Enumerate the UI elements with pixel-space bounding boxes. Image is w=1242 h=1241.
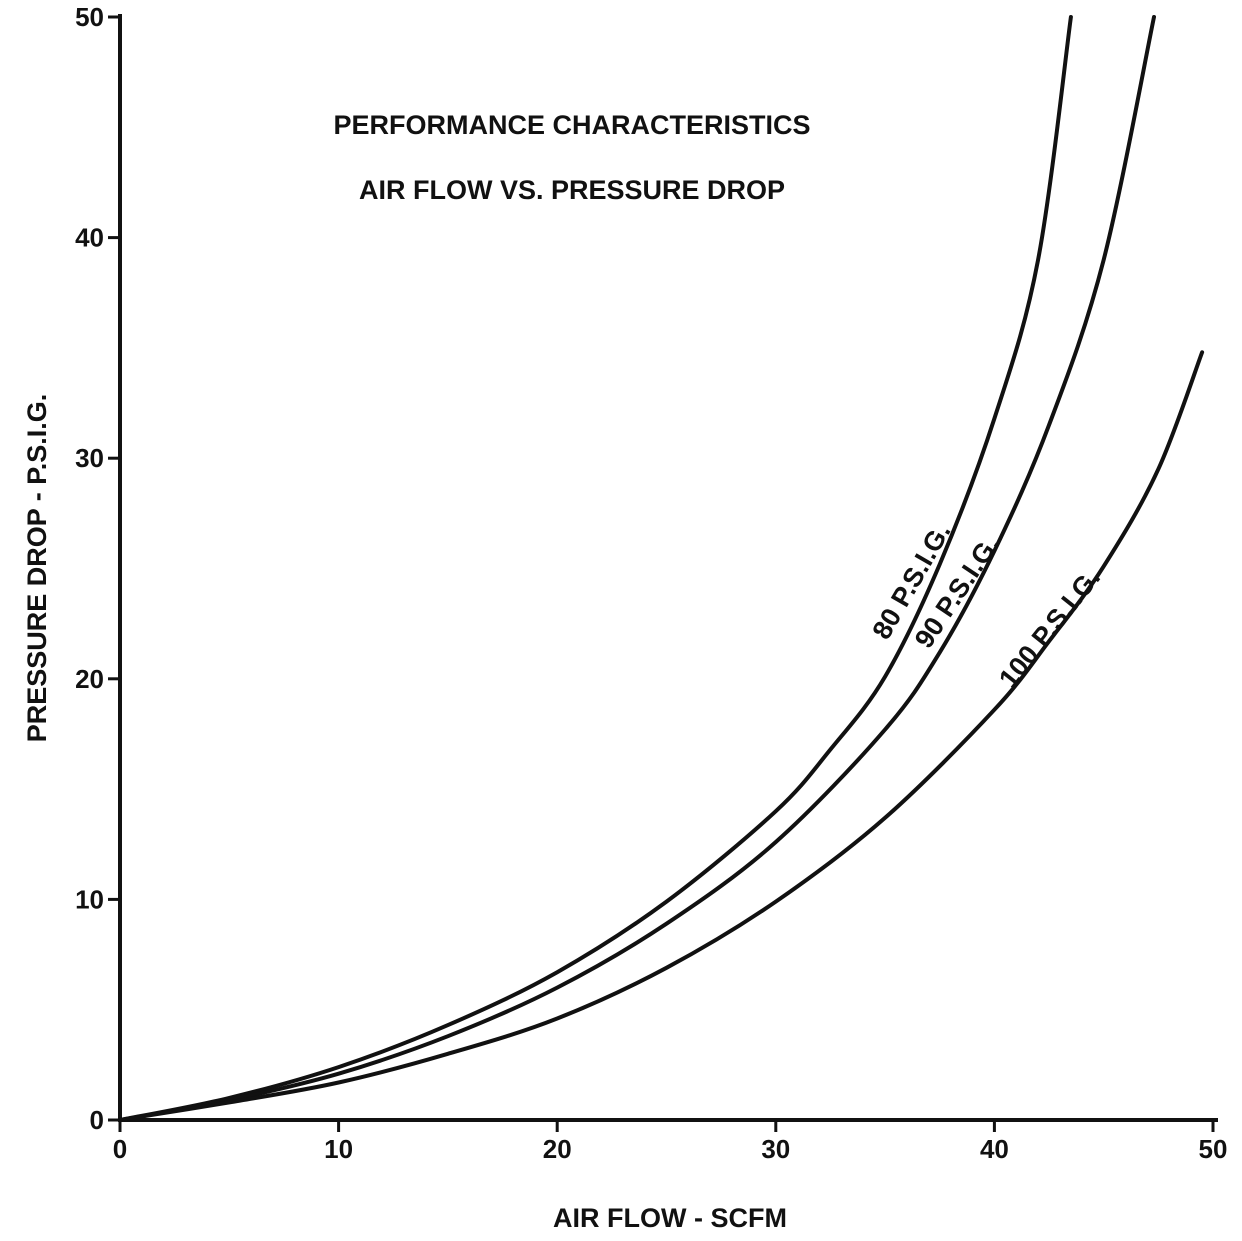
chart-subtitle: AIR FLOW VS. PRESSURE DROP: [359, 175, 785, 205]
y-tick-label: 30: [75, 443, 104, 473]
labels: PERFORMANCE CHARACTERISTICS AIR FLOW VS.…: [22, 110, 811, 1233]
x-tick-label: 40: [980, 1134, 1009, 1164]
x-tick-label: 10: [324, 1134, 353, 1164]
ticks: 0 10 20 30 40 50 0 10 20 30 40 50: [75, 2, 1227, 1164]
y-tick-label: 10: [75, 884, 104, 914]
x-tick-label: 50: [1199, 1134, 1228, 1164]
x-tick-label: 30: [761, 1134, 790, 1164]
y-tick-label: 40: [75, 223, 104, 253]
y-tick-label: 0: [90, 1105, 104, 1135]
series-line-3: [118, 350, 1205, 1122]
y-axis-title: PRESSURE DROP - P.S.I.G.: [22, 394, 52, 743]
chart-title: PERFORMANCE CHARACTERISTICS: [333, 110, 810, 140]
y-tick-label: 20: [75, 664, 104, 694]
series-line-2: [118, 15, 1156, 1122]
x-tick-label: 0: [113, 1134, 127, 1164]
y-tick-label: 50: [75, 2, 104, 32]
series-line-1: [118, 15, 1073, 1122]
x-tick-label: 20: [543, 1134, 572, 1164]
series-labels: 80 P.S.I.G.90 P.S.I.G.100 P.S.I.G.: [866, 518, 1106, 694]
x-axis-title: AIR FLOW - SCFM: [553, 1203, 787, 1233]
series-label-3: 100 P.S.I.G.: [993, 563, 1106, 694]
axes: [118, 14, 1218, 1122]
series: [118, 15, 1205, 1122]
